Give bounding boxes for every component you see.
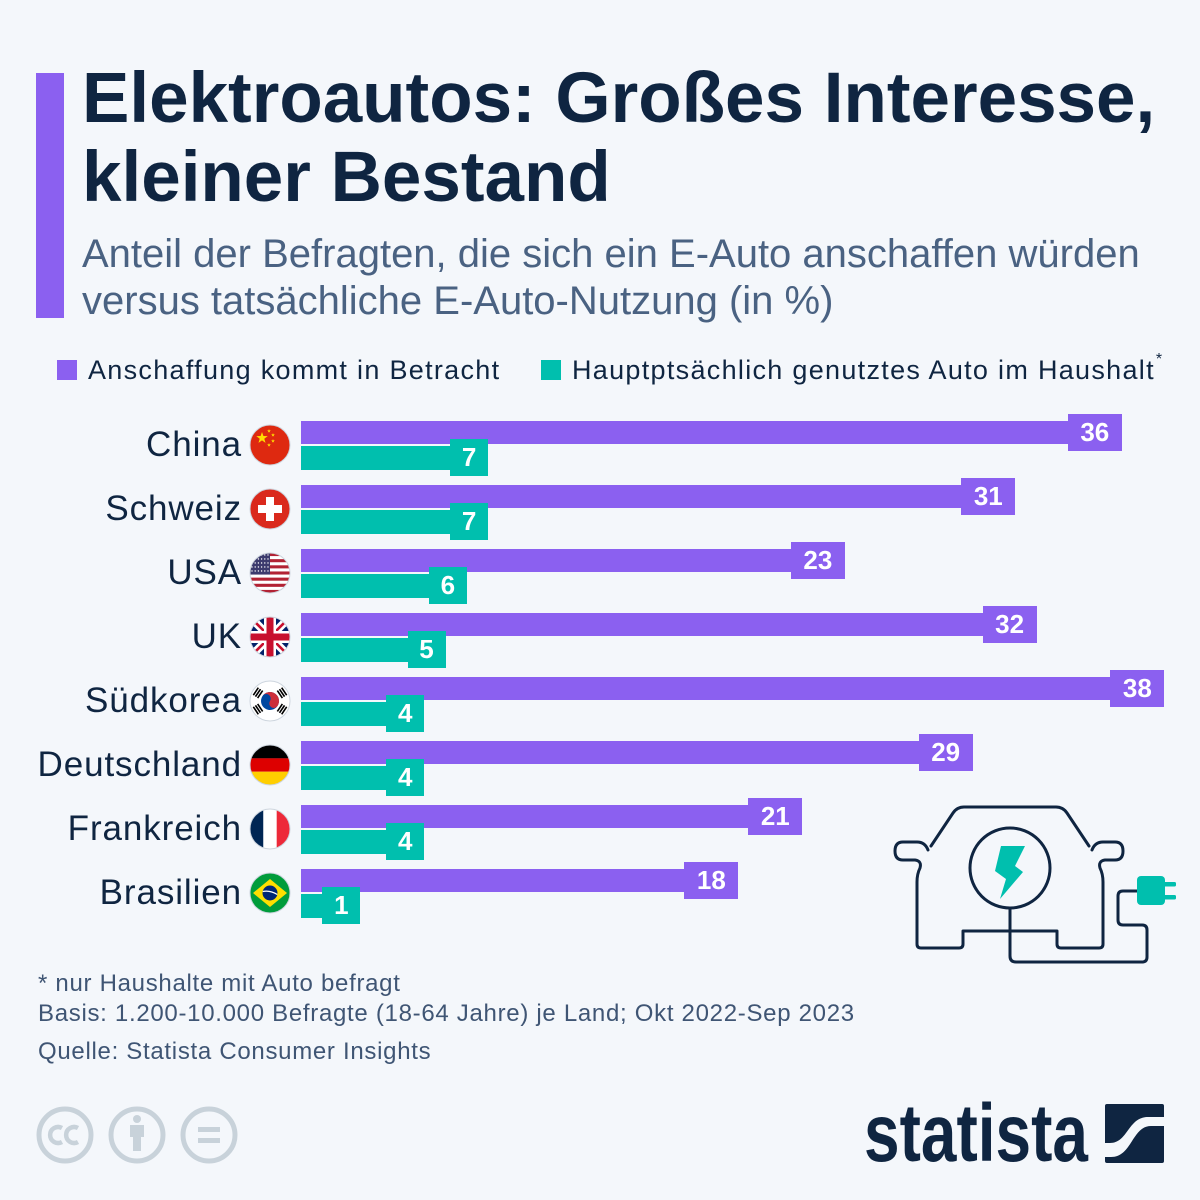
category-label: Südkorea [84, 681, 242, 720]
bar-consider-purchase-7 [301, 869, 739, 892]
category-label: Brasilien [99, 873, 242, 912]
license-icons [36, 1106, 238, 1164]
category-label: USA [167, 553, 242, 592]
flag-south-korea-icon [249, 680, 291, 722]
chart-title: Elektroautos: Großes Interesse, kleiner … [82, 59, 1155, 217]
flag-usa-icon [249, 552, 291, 594]
data-label: 7 [450, 439, 489, 476]
statista-logo-text[interactable]: statista [864, 1088, 1088, 1179]
category-label: UK [191, 617, 242, 656]
chart-subtitle-line-1: Anteil der Befragten, die sich ein E-Aut… [82, 232, 1140, 276]
data-label: 4 [386, 823, 425, 860]
flag-germany-icon [249, 744, 291, 786]
flag-china-icon [249, 424, 291, 466]
footnote-marker: * [1155, 351, 1163, 368]
no-derivatives-icon[interactable] [180, 1106, 238, 1164]
bar-consider-purchase-1 [301, 485, 1016, 508]
data-label: 38 [1110, 670, 1165, 707]
chart-subtitle: Anteil der Befragten, die sich ein E-Aut… [82, 231, 1140, 325]
car-roof-outline [929, 805, 1091, 848]
category-label: Schweiz [105, 489, 242, 528]
attribution-icon[interactable] [108, 1106, 166, 1164]
category-label: Frankreich [67, 809, 242, 848]
data-label: 31 [961, 478, 1016, 515]
creative-commons-icon[interactable] [36, 1106, 94, 1164]
category-label: China [146, 425, 242, 464]
data-label: 6 [428, 567, 467, 604]
electric-car-charging-icon [893, 805, 1176, 964]
chart-title-line-2: kleiner Bestand [82, 138, 611, 217]
bar-consider-purchase-2 [301, 549, 845, 572]
lightning-bolt-icon [995, 846, 1025, 899]
flag-brazil-icon [249, 872, 291, 914]
data-label: 29 [918, 734, 973, 771]
flag-uk-icon [249, 616, 291, 658]
legend-label: Hauptptsächlich genutztes Auto im Hausha… [572, 354, 1155, 385]
basis-text: Basis: 1.200-10.000 Befragte (18-64 Jahr… [38, 1000, 855, 1027]
plug-icon [1137, 876, 1176, 905]
data-label: 7 [450, 503, 489, 540]
chart-title-line-1: Elektroautos: Großes Interesse, [82, 59, 1156, 138]
legend-swatch-purple [57, 360, 77, 380]
bar-consider-purchase-3 [301, 613, 1037, 636]
bar-consider-purchase-6 [301, 805, 803, 828]
data-label: 4 [386, 695, 425, 732]
legend-item-consider-purchase: Anschaffung kommt in Betracht [57, 352, 500, 388]
source-text: Quelle: Statista Consumer Insights [38, 1038, 432, 1065]
data-label: 23 [790, 542, 845, 579]
flag-switzerland-icon [249, 488, 291, 530]
charging-cable [1008, 889, 1149, 964]
legend-item-main-household-car: Hauptptsächlich genutztes Auto im Hausha… [541, 351, 1163, 388]
bar-consider-purchase-0 [301, 421, 1122, 444]
data-label: 5 [407, 631, 446, 668]
flag-france-icon [249, 808, 291, 850]
bar-consider-purchase-4 [301, 677, 1165, 700]
accent-bar [36, 73, 64, 318]
data-label: 4 [386, 759, 425, 796]
statista-logo-icon[interactable] [1105, 1104, 1164, 1163]
legend-swatch-teal [541, 360, 561, 380]
data-label: 36 [1067, 414, 1122, 451]
category-label: Deutschland [37, 745, 242, 784]
footnote-text: * nur Haushalte mit Auto befragt [38, 970, 401, 997]
data-label: 1 [322, 887, 361, 924]
legend-label: Anschaffung kommt in Betracht [88, 354, 501, 385]
data-label: 32 [982, 606, 1037, 643]
data-label: 18 [684, 862, 739, 899]
data-label: 21 [748, 798, 803, 835]
bar-consider-purchase-5 [301, 741, 973, 764]
chart-subtitle-line-2: versus tatsächliche E-Auto-Nutzung (in %… [82, 279, 834, 323]
